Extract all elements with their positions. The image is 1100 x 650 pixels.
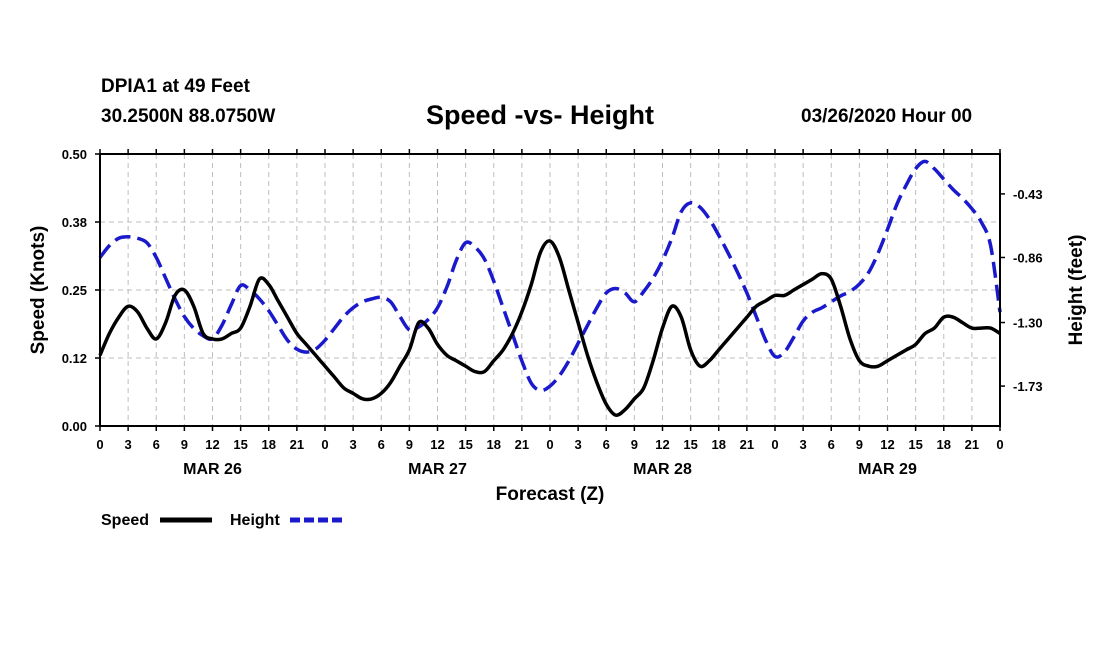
y-tick-label: 0.50 — [62, 147, 87, 162]
y-tick-label: 0.00 — [62, 419, 87, 434]
y-tick-label: 0.38 — [62, 215, 87, 230]
x-tick-label: 15 — [458, 437, 472, 452]
x-tick-label: 18 — [712, 437, 726, 452]
x-tick-label: 3 — [350, 437, 357, 452]
speed-series-line — [98, 239, 1001, 417]
x-tick-label: 12 — [655, 437, 669, 452]
y-tick-label: 0.12 — [62, 351, 87, 366]
x-tick-label: 12 — [430, 437, 444, 452]
x-tick-label: 3 — [125, 437, 132, 452]
x-day-label: MAR 26 — [183, 461, 242, 478]
legend-speed-label: Speed — [101, 512, 149, 529]
x-tick-label: 9 — [856, 437, 863, 452]
x-tick-label: 18 — [937, 437, 951, 452]
x-tick-label: 21 — [515, 437, 529, 452]
x-tick-label: 6 — [828, 437, 835, 452]
x-tick-label: 9 — [181, 437, 188, 452]
x-tick-label: 0 — [771, 437, 778, 452]
x-day-label: MAR 28 — [633, 461, 692, 478]
x-tick-label: 0 — [546, 437, 553, 452]
y-axis-right: -1.73 -1.30 -0.86 -0.43 — [1000, 187, 1043, 394]
forecast-run-time: 03/26/2020 Hour 00 — [801, 106, 973, 127]
x-tick-label: 6 — [378, 437, 385, 452]
grid-lines — [100, 154, 1000, 426]
station-name: DPIA1 at 49 Feet — [101, 76, 250, 97]
x-day-label: MAR 29 — [858, 461, 917, 478]
series-layer — [98, 159, 1002, 417]
x-tick-label: 0 — [996, 437, 1003, 452]
x-tick-label: 9 — [406, 437, 413, 452]
y-axis-left: 0.00 0.12 0.25 0.38 0.50 — [62, 147, 100, 434]
y2-axis-title: Height (feet) — [1066, 235, 1087, 346]
x-tick-label: 21 — [290, 437, 304, 452]
x-tick-label: 18 — [487, 437, 501, 452]
chart-title: Speed -vs- Height — [426, 100, 655, 130]
y2-tick-label: -0.43 — [1013, 187, 1043, 202]
x-day-label: MAR 27 — [408, 461, 467, 478]
x-tick-label: 6 — [603, 437, 610, 452]
x-axis: 0 3 6 9 12 15 18 21 0 3 6 9 12 15 18 21 0 3 6 9 12 15 18 21 0 3 6 9… — [96, 149, 1004, 478]
station-coordinates: 30.2500N 88.0750W — [101, 106, 276, 127]
x-tick-label: 15 — [233, 437, 247, 452]
x-tick-label: 6 — [153, 437, 160, 452]
x-tick-label: 15 — [683, 437, 697, 452]
legend-height-label: Height — [230, 512, 280, 529]
x-tick-label: 21 — [965, 437, 979, 452]
x-tick-label: 15 — [908, 437, 922, 452]
x-tick-label: 21 — [740, 437, 754, 452]
x-tick-label: 9 — [631, 437, 638, 452]
x-tick-label: 12 — [880, 437, 894, 452]
y-tick-label: 0.25 — [62, 283, 87, 298]
y2-tick-label: -1.30 — [1013, 316, 1043, 331]
x-tick-label: 0 — [96, 437, 103, 452]
x-tick-label: 3 — [800, 437, 807, 452]
x-tick-label: 18 — [262, 437, 276, 452]
legend: Speed Height — [101, 512, 342, 529]
x-tick-label: 12 — [205, 437, 219, 452]
height-series-line — [98, 159, 1002, 393]
y2-tick-label: -0.86 — [1013, 250, 1043, 265]
y2-tick-label: -1.73 — [1013, 379, 1043, 394]
x-axis-title: Forecast (Z) — [496, 484, 605, 505]
y-axis-title: Speed (Knots) — [28, 226, 49, 355]
x-tick-label: 3 — [575, 437, 582, 452]
x-tick-label: 0 — [321, 437, 328, 452]
